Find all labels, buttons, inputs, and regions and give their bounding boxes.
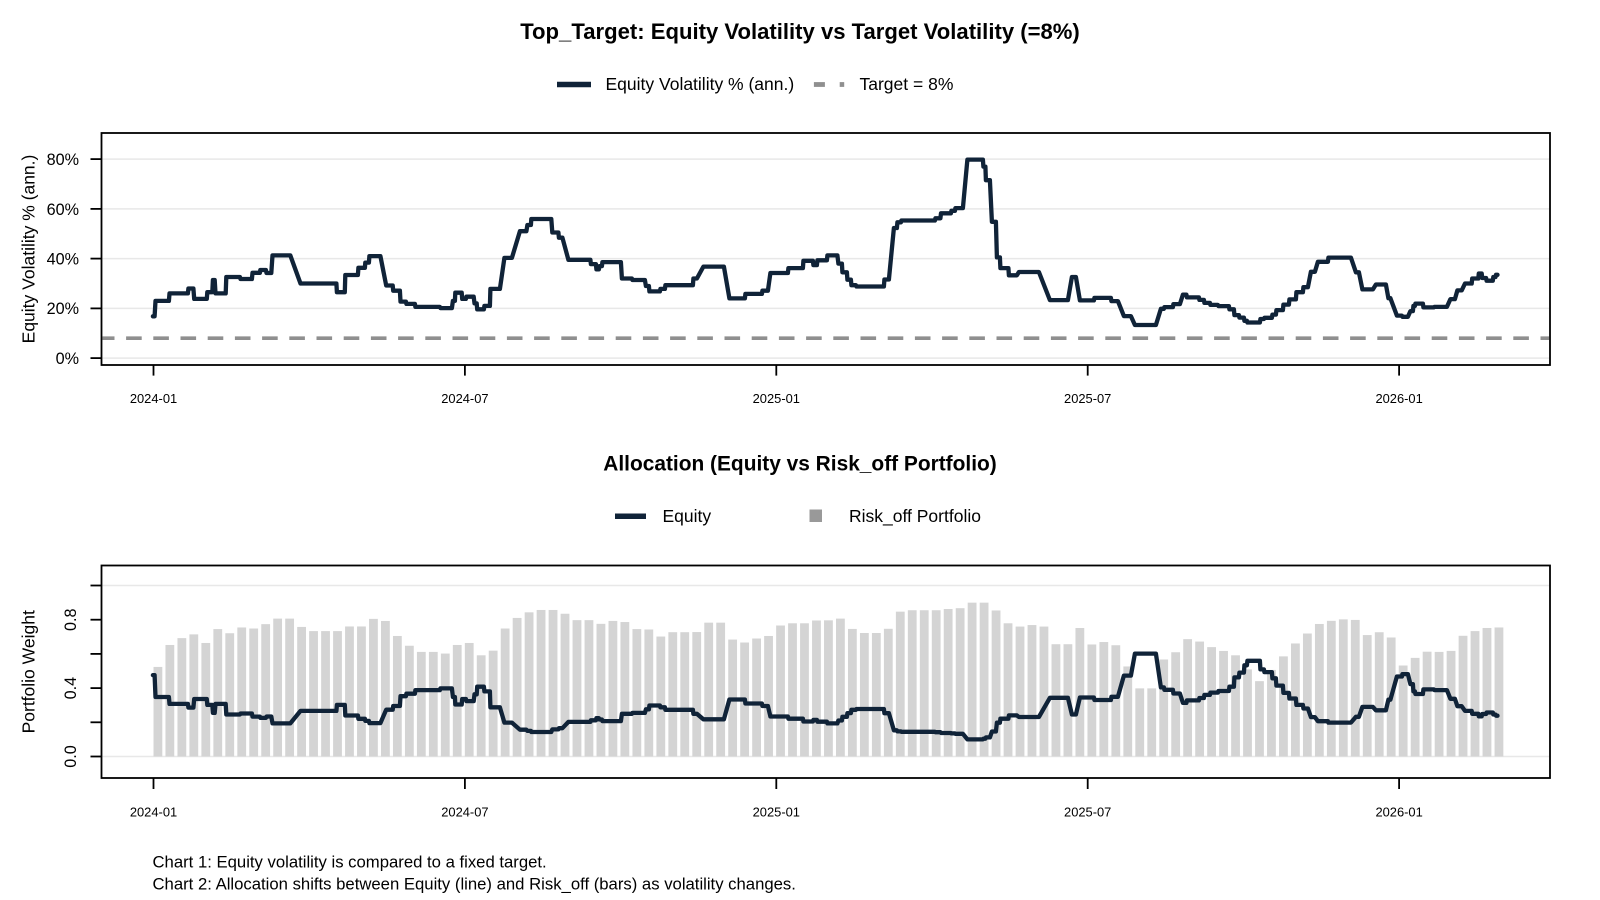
- svg-text:40%: 40%: [47, 251, 79, 269]
- svg-text:0%: 0%: [56, 350, 79, 368]
- svg-text:0.4: 0.4: [62, 677, 80, 700]
- svg-text:Risk_off Portfolio: Risk_off Portfolio: [849, 506, 981, 527]
- svg-text:Portfolio Weight: Portfolio Weight: [19, 610, 39, 733]
- svg-text:Equity: Equity: [663, 506, 712, 526]
- svg-text:60%: 60%: [47, 201, 79, 219]
- svg-text:Chart 1: Equity volatility is: Chart 1: Equity volatility is compared t…: [153, 853, 547, 872]
- svg-text:2026-01: 2026-01: [1375, 804, 1422, 819]
- svg-text:Chart 2: Allocation shifts bet: Chart 2: Allocation shifts between Equit…: [153, 875, 796, 894]
- svg-text:2024-01: 2024-01: [130, 391, 177, 406]
- svg-text:0.0: 0.0: [62, 745, 80, 768]
- svg-text:2024-07: 2024-07: [441, 804, 488, 819]
- svg-text:2024-01: 2024-01: [130, 804, 177, 819]
- svg-text:2025-01: 2025-01: [753, 804, 800, 819]
- svg-text:2025-07: 2025-07: [1064, 391, 1111, 406]
- svg-text:Equity Volatility % (ann.): Equity Volatility % (ann.): [606, 74, 795, 94]
- svg-text:2024-07: 2024-07: [441, 391, 488, 406]
- svg-text:2026-01: 2026-01: [1375, 391, 1422, 406]
- svg-text:Top_Target: Equity Volatility: Top_Target: Equity Volatility vs Target …: [520, 19, 1080, 44]
- svg-text:2025-07: 2025-07: [1064, 804, 1111, 819]
- svg-text:20%: 20%: [47, 300, 79, 318]
- svg-text:Equity Volatility % (ann.): Equity Volatility % (ann.): [19, 155, 39, 344]
- svg-text:Target = 8%: Target = 8%: [860, 74, 954, 94]
- svg-text:0.8: 0.8: [62, 608, 80, 631]
- svg-text:2025-01: 2025-01: [753, 391, 800, 406]
- svg-text:Allocation (Equity vs Risk_off: Allocation (Equity vs Risk_off Portfolio…: [603, 453, 996, 476]
- svg-text:80%: 80%: [47, 151, 79, 169]
